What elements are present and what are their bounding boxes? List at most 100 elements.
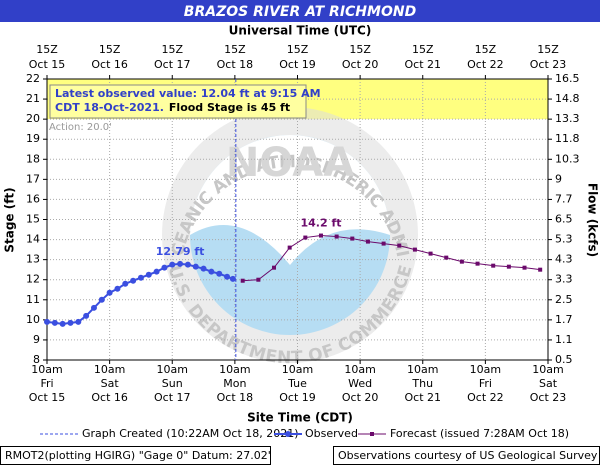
data-point [444,255,449,260]
data-point [200,265,207,272]
x-tick-label: 10am [407,363,438,376]
y-tick-label: 10 [26,313,40,326]
x-tick-label: Sat [101,377,120,390]
data-point [153,268,160,275]
y2-tick-label: 16.5 [555,72,580,85]
data-point [240,278,245,283]
data-point [256,277,261,282]
x-tick-label: 10am [94,363,125,376]
legend-forecast: Forecast (issued 7:28AM Oct 18) [390,427,569,440]
annotation: 12.79 ft [156,245,205,258]
x-tick-label: 10am [157,363,188,376]
y2-tick-label: 1.7 [555,313,573,326]
x-tick-label: Oct 16 [91,391,128,404]
data-point [137,274,144,281]
y2-tick-label: 0.5 [555,353,573,366]
y-tick-label: 14 [26,233,40,246]
data-point [51,319,58,326]
y-tick-label: 19 [26,132,40,145]
data-point [459,259,464,264]
data-point [59,320,66,327]
x-tick-label: 10am [219,363,250,376]
y-tick-label: 12 [26,273,40,286]
info-line: Flood Stage is 45 ft [169,101,290,114]
legend-forecast-marker [370,432,374,436]
x-tick-label: Sun [162,377,183,390]
watermark-sky [190,135,390,265]
x2-tick-label: 15Z [475,43,497,56]
y2-tick-label: 2.5 [555,293,573,306]
data-point [428,251,433,256]
data-point [522,265,527,270]
y-tick-label: 21 [26,92,40,105]
data-point [538,267,543,272]
data-point [106,289,113,296]
data-point [224,273,231,280]
data-point [229,275,236,282]
annotation: 14.2 ft [300,217,341,230]
x2-tick-label: 15Z [161,43,183,56]
info-line: CDT 18-Oct-2021. [55,101,164,114]
x-tick-label: Oct 19 [279,391,316,404]
data-point [216,270,223,277]
data-point [208,268,215,275]
data-point [412,247,417,252]
series-line [242,235,541,282]
info-line: CDT 18-Oct-2021. Flood Stage is 45 ft [55,101,290,114]
x-tick-label: Tue [287,377,307,390]
data-point [350,236,355,241]
x2-tick-label: 15Z [36,43,58,56]
x-tick-label: Sat [539,377,558,390]
x-tick-label: Oct 18 [217,391,254,404]
data-point [184,261,191,268]
chart-title: BRAZOS RIVER AT RICHMOND [184,4,416,20]
info-box [49,84,307,119]
y-tick-label: 20 [26,112,40,125]
x-tick-label: Thu [411,377,433,390]
data-point [365,239,370,244]
data-point [475,261,480,266]
y2-axis-label: Flow (kcfs) [586,183,600,257]
x2-tick-label: 15Z [412,43,434,56]
x2-tick-label: 15Z [99,43,121,56]
y2-tick-label: 9 [555,172,562,185]
action-label: Action: 20.0' [49,122,112,133]
y-tick-label: 22 [26,72,40,85]
x-tick-label: Fri [40,377,53,390]
x2-tick-label: Oct 21 [404,58,441,71]
x2-tick-label: 15Z [224,43,246,56]
data-point [397,243,402,248]
data-point [83,312,90,319]
y-tick-label: 16 [26,192,40,205]
data-point [287,245,292,250]
legend-created: Graph Created (10:22AM Oct 18, 2021) [82,427,299,440]
watermark-logo: NOAA [226,140,354,186]
x-tick-label: 10am [344,363,375,376]
data-point [114,285,121,292]
x2-tick-label: Oct 19 [279,58,316,71]
data-point [122,280,129,287]
data-point [130,277,137,284]
footer-right: Observations courtesy of US Geological S… [338,449,598,462]
y2-tick-label: 10.3 [555,152,580,165]
data-point [67,319,74,326]
y2-tick-label: 4.3 [555,253,573,266]
y2-tick-label: 14.8 [555,92,580,105]
x2-tick-label: 15Z [537,43,559,56]
y-tick-label: 9 [33,333,40,346]
x2-tick-label: Oct 23 [530,58,567,71]
x-tick-label: Oct 21 [404,391,441,404]
info-line: Latest observed value: 12.04 ft at 9:15 … [55,87,321,100]
data-point [491,263,496,268]
y2-tick-label: 7.7 [555,192,573,205]
data-point [98,296,105,303]
data-point [169,261,176,268]
x-tick-label: Oct 23 [530,391,567,404]
x2-tick-label: Oct 22 [467,58,504,71]
x-tick-label: Wed [348,377,372,390]
x-tick-label: Oct 22 [467,391,504,404]
footer-left: RMOT2(plotting HGIRG) "Gage 0" Datum: 27… [5,449,271,462]
x2-tick-label: 15Z [349,43,371,56]
data-point [75,318,82,325]
